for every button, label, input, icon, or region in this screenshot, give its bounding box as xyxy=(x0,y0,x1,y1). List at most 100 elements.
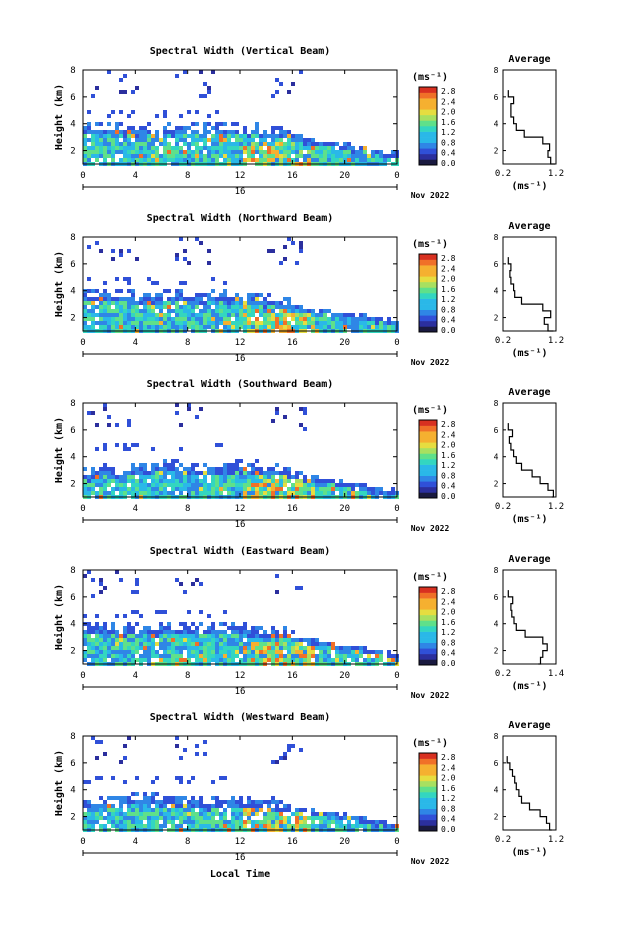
heatmap-cell xyxy=(123,443,127,447)
heatmap-cell xyxy=(255,293,259,297)
heatmap-cell xyxy=(267,467,271,471)
x-tick-label: 20 xyxy=(339,504,350,514)
heatmap-cell xyxy=(199,816,203,820)
heatmap-cell xyxy=(375,824,379,828)
heatmap-cell xyxy=(183,309,187,313)
heatmap-cell xyxy=(167,321,171,325)
heatmap-cell xyxy=(247,134,251,138)
heatmap-cell xyxy=(243,317,247,321)
heatmap-cell xyxy=(215,479,219,483)
heatmap-cell xyxy=(359,158,363,162)
heatmap-cell xyxy=(139,800,143,804)
heatmap-cell xyxy=(303,820,307,824)
heatmap-cell xyxy=(147,154,151,158)
heatmap-cell xyxy=(107,650,111,654)
heatmap-cell xyxy=(175,134,179,138)
heatmap-cell xyxy=(139,812,143,816)
heatmap-cell xyxy=(343,313,347,317)
heatmap-cell xyxy=(183,471,187,475)
heatmap-cell xyxy=(103,622,107,626)
heatmap-cell xyxy=(231,154,235,158)
heatmap-cell xyxy=(227,658,231,662)
heatmap-cell xyxy=(295,154,299,158)
heatmap-cell xyxy=(175,138,179,142)
heatmap-cell xyxy=(183,249,187,253)
heatmap-cell xyxy=(383,820,387,824)
heatmap-cell xyxy=(207,154,211,158)
heatmap-cell xyxy=(103,483,107,487)
heatmap-cell xyxy=(251,658,255,662)
heatmap-cell xyxy=(275,638,279,642)
heatmap-cell xyxy=(307,146,311,150)
heatmap-cell xyxy=(115,134,119,138)
heatmap-cell xyxy=(203,122,207,126)
heatmap-cell xyxy=(231,471,235,475)
heatmap-cell xyxy=(215,122,219,126)
heatmap-cell xyxy=(307,638,311,642)
heatmap-cell xyxy=(151,281,155,285)
heatmap-cell xyxy=(255,459,259,463)
heatmap-cell xyxy=(239,808,243,812)
heatmap-cell xyxy=(87,804,91,808)
heatmap-cell xyxy=(371,325,375,329)
heatmap-cell xyxy=(115,812,119,816)
heatmap-cell xyxy=(271,301,275,305)
heatmap-cell xyxy=(143,126,147,130)
heatmap-cell xyxy=(275,146,279,150)
heatmap-cell xyxy=(91,638,95,642)
heatmap-cell xyxy=(103,626,107,630)
colorbar-tick-label: 2.4 xyxy=(441,97,456,106)
heatmap-cell xyxy=(159,658,163,662)
heatmap-cell xyxy=(195,816,199,820)
heatmap-cell xyxy=(355,650,359,654)
heatmap-cell xyxy=(175,309,179,313)
heatmap-cell xyxy=(163,658,167,662)
heatmap-cell xyxy=(227,325,231,329)
heatmap-cell xyxy=(199,638,203,642)
heatmap-cell xyxy=(219,146,223,150)
heatmap-cell xyxy=(107,301,111,305)
heatmap-cell xyxy=(159,301,163,305)
heatmap-cell xyxy=(95,622,99,626)
heatmap-cell xyxy=(83,309,87,313)
heatmap-cell xyxy=(151,483,155,487)
heatmap-cell xyxy=(155,321,159,325)
heatmap-cell xyxy=(239,800,243,804)
heatmap-cell xyxy=(183,297,187,301)
heatmap-cell xyxy=(211,658,215,662)
heatmap-cell xyxy=(107,293,111,297)
heatmap-cell xyxy=(211,321,215,325)
y-tick-label: 2 xyxy=(70,813,75,823)
heatmap-cell xyxy=(351,487,355,491)
heatmap-cell xyxy=(203,154,207,158)
heatmap-cell xyxy=(119,796,123,800)
heatmap-cell xyxy=(147,130,151,134)
heatmap-cell xyxy=(127,321,131,325)
heatmap-cell xyxy=(327,816,331,820)
heatmap-cell xyxy=(251,301,255,305)
heatmap-cell xyxy=(243,309,247,313)
heatmap-cell xyxy=(323,154,327,158)
heatmap-cell xyxy=(119,150,123,154)
colorbar-band xyxy=(419,587,437,593)
heatmap-cell xyxy=(223,812,227,816)
heatmap-cell xyxy=(239,642,243,646)
heatmap-cell xyxy=(299,305,303,309)
heatmap-cell xyxy=(163,150,167,154)
heatmap-cell xyxy=(279,325,283,329)
heatmap-cell xyxy=(207,808,211,812)
heatmap-cell xyxy=(347,824,351,828)
heatmap-cell xyxy=(383,325,387,329)
heatmap-cell xyxy=(159,467,163,471)
heatmap-cell xyxy=(303,427,307,431)
y-tick-label: 4 xyxy=(70,453,75,463)
heatmap-cell xyxy=(143,301,147,305)
heatmap-cell xyxy=(127,796,131,800)
heatmap-cell xyxy=(303,491,307,495)
heatmap-cell xyxy=(291,146,295,150)
colorbar-tick-label: 1.6 xyxy=(441,285,456,294)
heatmap-cell xyxy=(91,491,95,495)
heatmap-cell xyxy=(279,146,283,150)
heatmap-cell xyxy=(271,812,275,816)
heatmap-cell xyxy=(307,642,311,646)
